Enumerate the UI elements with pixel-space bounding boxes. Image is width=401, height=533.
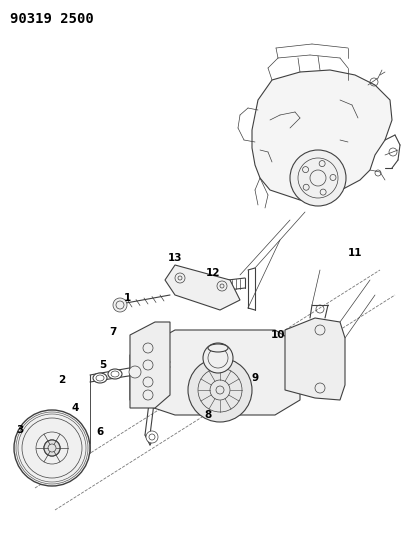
- Polygon shape: [130, 330, 300, 415]
- Text: 13: 13: [168, 253, 182, 263]
- Ellipse shape: [93, 373, 107, 383]
- Circle shape: [188, 358, 252, 422]
- Text: 8: 8: [205, 410, 212, 420]
- Polygon shape: [130, 322, 170, 408]
- Text: 6: 6: [96, 427, 103, 437]
- Circle shape: [290, 150, 346, 206]
- Text: 9: 9: [251, 373, 259, 383]
- Text: 10: 10: [271, 330, 285, 340]
- Text: 1: 1: [124, 293, 131, 303]
- Text: 7: 7: [109, 327, 117, 337]
- Circle shape: [113, 298, 127, 312]
- Ellipse shape: [108, 369, 122, 379]
- Text: 11: 11: [348, 248, 362, 258]
- Text: 2: 2: [59, 375, 66, 385]
- Text: 90319 2500: 90319 2500: [10, 12, 94, 26]
- Text: 12: 12: [206, 268, 220, 278]
- Text: 3: 3: [16, 425, 24, 435]
- Circle shape: [14, 410, 90, 486]
- Polygon shape: [285, 318, 345, 400]
- Ellipse shape: [208, 344, 228, 352]
- Text: 5: 5: [99, 360, 107, 370]
- Polygon shape: [165, 265, 240, 310]
- Circle shape: [129, 366, 141, 378]
- Polygon shape: [252, 70, 392, 200]
- Circle shape: [203, 343, 233, 373]
- Circle shape: [146, 431, 158, 443]
- Circle shape: [44, 440, 60, 456]
- Text: 4: 4: [71, 403, 79, 413]
